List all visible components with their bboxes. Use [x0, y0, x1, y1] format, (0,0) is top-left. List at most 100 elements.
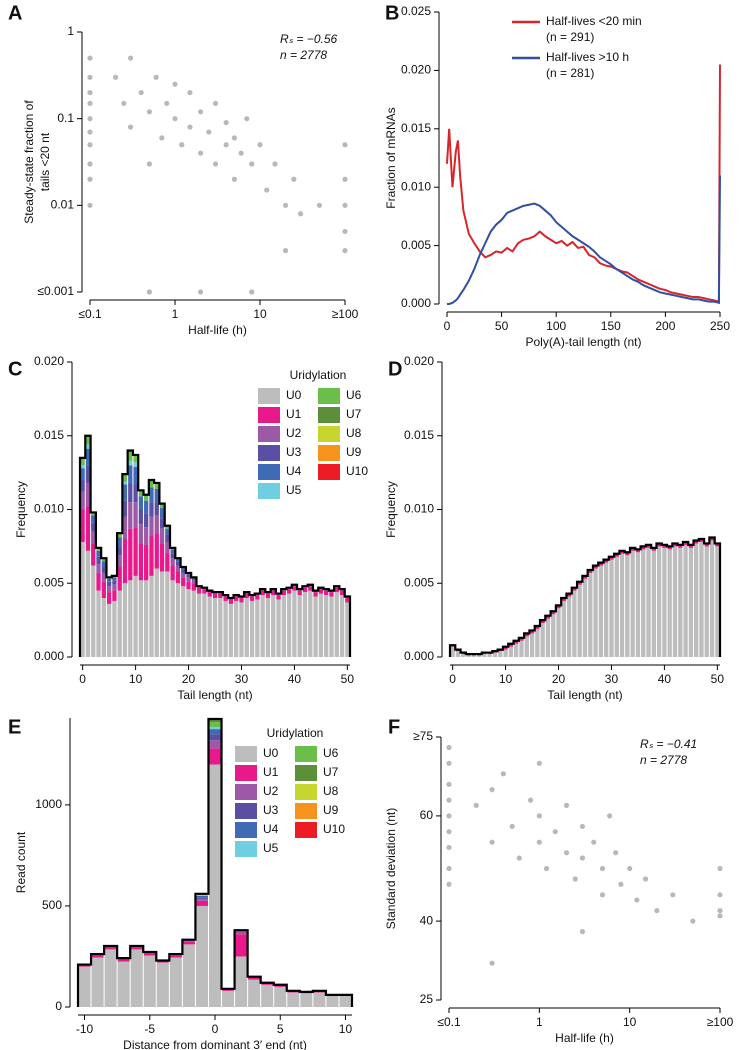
x-tick-label: 0 — [444, 319, 451, 333]
bar-segment — [191, 590, 196, 657]
bar-segment — [715, 546, 720, 657]
point — [87, 89, 93, 96]
point — [342, 228, 348, 235]
legend-swatch — [318, 426, 340, 442]
bar-segment — [181, 569, 186, 573]
x-tick-label: 10 — [339, 1022, 353, 1036]
bar-segment — [300, 993, 313, 1007]
point — [509, 823, 515, 830]
bar-segment — [144, 513, 149, 528]
bar-segment — [461, 654, 466, 657]
bar-segment — [345, 598, 350, 603]
bar-segment — [144, 500, 149, 514]
bar-segment — [656, 546, 662, 657]
bar-segment — [683, 544, 688, 657]
x-tick-label: 40 — [658, 672, 672, 686]
bar-segment — [704, 543, 709, 547]
bar-segment — [609, 556, 614, 560]
point — [717, 892, 723, 898]
bar-segment — [694, 543, 699, 657]
bar-segment — [292, 586, 297, 591]
bar-segment — [302, 587, 308, 593]
bar-segment — [471, 655, 476, 657]
point — [634, 897, 640, 903]
point — [223, 120, 229, 126]
bar-segment — [208, 727, 222, 730]
bar-segment — [202, 589, 207, 594]
x-tick-label: 0 — [212, 1022, 219, 1036]
x-axis-label: Half-life (h) — [555, 1031, 614, 1045]
legend-swatch — [258, 426, 280, 442]
y-axis-label: Fraction of mRNAs — [384, 107, 398, 208]
bar-segment — [170, 558, 175, 566]
y-tick-label: 0.015 — [34, 428, 64, 442]
bar-segment — [334, 592, 339, 657]
bar-segment — [688, 547, 694, 657]
bar-segment — [154, 482, 159, 489]
bar-segment — [274, 986, 287, 1007]
bar-segment — [651, 550, 656, 657]
bar-segment — [582, 578, 588, 657]
bar-segment — [175, 583, 181, 657]
bar-segment — [329, 596, 334, 657]
x-tick-label: 1 — [536, 1015, 543, 1029]
bar-segment — [149, 516, 154, 537]
bar-segment — [524, 636, 529, 657]
bar-segment — [318, 589, 324, 594]
bar-segment — [186, 581, 191, 590]
bar-segment — [249, 596, 255, 601]
bar-segment — [625, 555, 630, 657]
bar-segment — [503, 646, 508, 650]
y-tick-label: 60 — [420, 808, 434, 822]
legend-swatch — [258, 464, 280, 480]
bar-segment — [133, 575, 138, 657]
bar-segment — [208, 740, 222, 749]
bar-segment — [255, 599, 260, 657]
legend-swatch — [318, 464, 340, 480]
bar-segment — [667, 549, 672, 657]
x-tick-label: 10 — [253, 307, 267, 321]
bar-segment — [582, 575, 588, 579]
bar-segment — [235, 956, 248, 1007]
bar-segment — [117, 537, 122, 547]
bar-segment — [577, 581, 582, 585]
bar-segment — [265, 598, 271, 657]
bar-segment — [186, 574, 191, 578]
bar-segment — [625, 552, 630, 556]
legend-swatch — [318, 388, 340, 404]
bar-segment — [619, 550, 625, 554]
point — [342, 202, 348, 208]
bar-segment — [261, 984, 274, 1007]
bar-segment — [498, 651, 503, 657]
bar-segment — [482, 654, 487, 657]
bar-segment — [699, 541, 704, 657]
point — [197, 109, 204, 115]
bar-segment — [561, 598, 566, 601]
legend-swatch — [295, 822, 317, 838]
bar-segment — [715, 543, 720, 547]
bar-segment — [208, 722, 222, 728]
annotation: n = 2778 — [640, 753, 687, 767]
y-tick-label: 0.015 — [404, 428, 434, 442]
bar-segment — [228, 603, 234, 657]
bar-segment — [222, 989, 235, 991]
bar-segment — [326, 995, 339, 1007]
x-tick-label: 100 — [546, 319, 566, 333]
bar-segment — [619, 553, 625, 657]
bar-segment — [614, 556, 619, 657]
bar-segment — [138, 524, 144, 544]
bar-segment — [207, 596, 212, 657]
bar-segment — [80, 509, 85, 542]
bar-segment — [514, 643, 519, 657]
bar-segment — [133, 466, 138, 485]
bar-segment — [175, 561, 181, 566]
bar-segment — [551, 614, 556, 657]
bar-segment — [85, 444, 91, 450]
bar-segment — [345, 602, 350, 657]
bar-segment — [260, 590, 265, 596]
bar-segment — [641, 549, 646, 657]
bar-segment — [128, 528, 133, 581]
point — [536, 839, 542, 845]
bar-segment — [244, 598, 249, 657]
point — [231, 176, 238, 182]
